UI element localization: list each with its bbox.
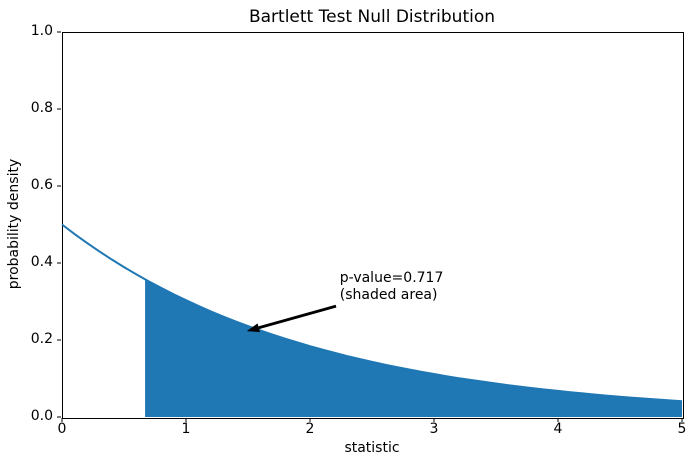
y-tick-label: 0.0 xyxy=(30,408,53,424)
p-value-annotation-line2: (shaded area) xyxy=(339,286,438,303)
y-tick-label: 1.0 xyxy=(30,23,53,39)
x-tick-label: 1 xyxy=(181,421,191,437)
x-tick-label: 0 xyxy=(57,421,67,437)
x-axis-label: statistic xyxy=(344,440,400,456)
x-tick-label: 5 xyxy=(677,421,687,437)
y-tick-label: 0.6 xyxy=(30,177,53,193)
x-tick-label: 2 xyxy=(305,421,315,437)
y-tick-label: 0.4 xyxy=(30,254,53,270)
p-value-annotation: p-value=0.717 (shaded area) xyxy=(340,270,444,304)
p-value-annotation-line1: p-value=0.717 xyxy=(339,269,444,286)
y-tick-label: 0.8 xyxy=(30,100,53,116)
chart-title: Bartlett Test Null Distribution xyxy=(248,7,496,27)
x-tick-label: 4 xyxy=(553,421,563,437)
plot-area xyxy=(62,32,684,419)
x-tick-label: 3 xyxy=(429,421,439,437)
y-tick-label: 0.2 xyxy=(30,331,53,347)
